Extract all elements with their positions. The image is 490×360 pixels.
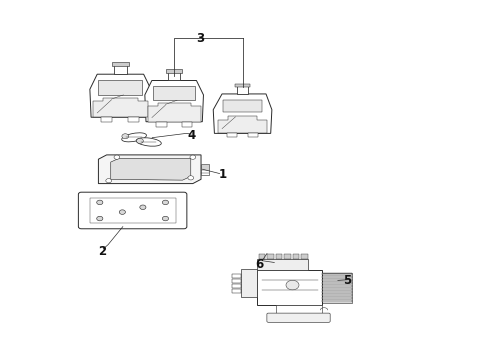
- Bar: [156, 122, 167, 127]
- Bar: [301, 254, 308, 259]
- Bar: [90, 198, 176, 223]
- Circle shape: [188, 176, 194, 180]
- Polygon shape: [111, 158, 191, 180]
- Bar: [114, 65, 126, 74]
- Text: 1: 1: [219, 168, 227, 181]
- Circle shape: [162, 216, 169, 221]
- Bar: [101, 117, 113, 122]
- Ellipse shape: [136, 138, 161, 146]
- Polygon shape: [218, 116, 267, 134]
- FancyBboxPatch shape: [267, 313, 330, 322]
- Bar: [98, 80, 143, 95]
- Circle shape: [119, 210, 125, 214]
- Bar: [257, 259, 308, 270]
- Bar: [222, 100, 263, 112]
- Bar: [201, 163, 209, 175]
- Bar: [322, 294, 352, 296]
- Bar: [322, 288, 352, 290]
- Bar: [259, 254, 265, 259]
- Bar: [232, 289, 241, 293]
- Bar: [232, 274, 241, 278]
- Bar: [322, 276, 352, 278]
- Bar: [322, 282, 352, 284]
- Circle shape: [286, 280, 299, 290]
- Bar: [322, 279, 352, 281]
- Polygon shape: [98, 155, 201, 184]
- Bar: [168, 71, 180, 81]
- Polygon shape: [213, 94, 272, 134]
- Ellipse shape: [122, 133, 147, 142]
- Polygon shape: [90, 74, 151, 117]
- Bar: [276, 254, 282, 259]
- Bar: [322, 273, 352, 275]
- Text: 2: 2: [98, 245, 106, 258]
- Ellipse shape: [137, 138, 144, 143]
- Bar: [322, 297, 352, 299]
- Bar: [227, 134, 237, 137]
- Circle shape: [162, 200, 169, 205]
- Bar: [248, 134, 258, 137]
- Bar: [128, 117, 139, 122]
- Polygon shape: [145, 81, 203, 122]
- Bar: [257, 270, 322, 305]
- Circle shape: [97, 216, 103, 221]
- Bar: [284, 254, 291, 259]
- Bar: [232, 284, 241, 288]
- Bar: [293, 254, 299, 259]
- FancyBboxPatch shape: [78, 192, 187, 229]
- Text: 4: 4: [187, 129, 196, 142]
- Polygon shape: [148, 103, 200, 122]
- Bar: [322, 300, 352, 302]
- Circle shape: [97, 200, 103, 205]
- Text: 6: 6: [255, 258, 264, 271]
- Circle shape: [106, 179, 112, 183]
- Bar: [153, 86, 195, 100]
- Bar: [235, 84, 250, 87]
- Bar: [182, 122, 193, 127]
- Bar: [322, 285, 352, 287]
- Bar: [112, 62, 129, 66]
- Text: 3: 3: [196, 32, 204, 45]
- Circle shape: [140, 205, 146, 210]
- Bar: [322, 291, 352, 293]
- Bar: [267, 254, 274, 259]
- Bar: [237, 86, 248, 94]
- Polygon shape: [93, 98, 148, 117]
- Ellipse shape: [122, 134, 129, 139]
- Text: 5: 5: [343, 274, 352, 287]
- Bar: [166, 68, 182, 73]
- Bar: [322, 273, 352, 303]
- Bar: [232, 279, 241, 283]
- Bar: [241, 269, 257, 297]
- Circle shape: [190, 155, 196, 159]
- Bar: [276, 305, 322, 314]
- Circle shape: [114, 155, 120, 159]
